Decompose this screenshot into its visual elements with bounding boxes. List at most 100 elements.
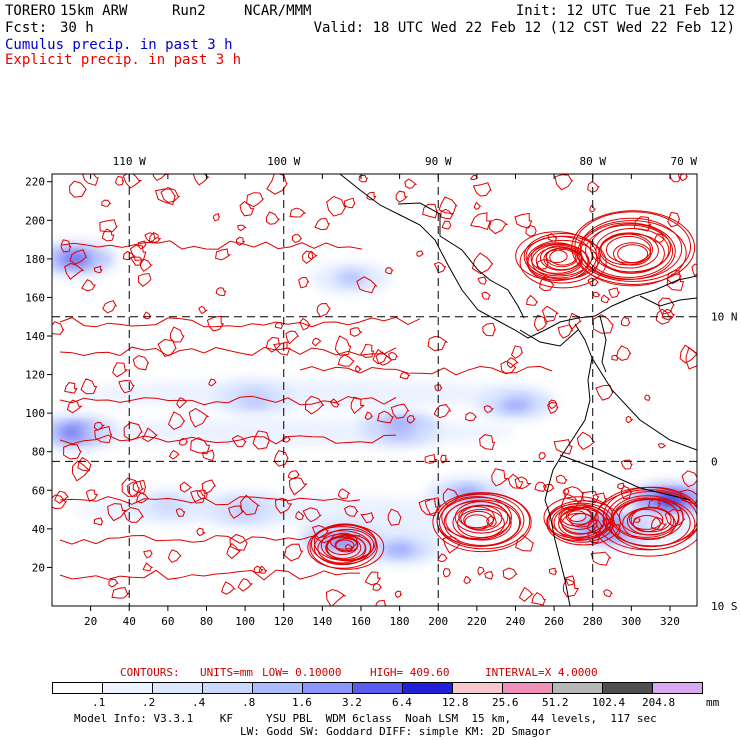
contour-ring <box>452 504 512 541</box>
precip-core <box>383 541 416 556</box>
contour-ring <box>458 505 495 529</box>
contour-cell <box>101 228 115 242</box>
colorbar-cell <box>352 682 403 694</box>
colorbar-cell <box>452 682 503 694</box>
contour-cell <box>464 411 478 422</box>
contour-cell <box>375 599 387 606</box>
contour-cell <box>93 265 103 274</box>
contour-ring <box>307 526 378 569</box>
x-tick-label: 320 <box>660 615 680 628</box>
contour-cell <box>311 337 323 347</box>
contour-ring <box>579 217 683 280</box>
colorbar-threshold: 1.6 <box>292 696 312 709</box>
contour-ring <box>317 533 367 564</box>
contour-cell <box>69 249 88 265</box>
axis-labels: 20 40 60 80 100 120 140 160 180 200 220 240 260 280 30… <box>25 155 737 628</box>
contour-cell <box>350 396 366 414</box>
contour-cell <box>196 527 206 536</box>
contour-ring <box>335 539 355 552</box>
x-tick-label: 200 <box>428 615 448 628</box>
contour-cell <box>603 589 614 598</box>
contour-ring <box>535 246 583 275</box>
contour-cell <box>326 195 347 217</box>
contour-cell <box>160 186 181 203</box>
contour-cell <box>377 410 394 424</box>
contour-cell <box>143 549 153 559</box>
border-line-2 <box>559 454 691 501</box>
colorbar-cell <box>602 682 653 694</box>
x-tick-label: 160 <box>351 615 371 628</box>
contour-ring <box>526 239 599 284</box>
contour-ring <box>590 223 672 273</box>
init-time: Init: 12 UTC Tue 21 Feb 12 <box>515 3 735 19</box>
colorbar-threshold: .2 <box>142 696 156 709</box>
contour-cell <box>273 341 291 356</box>
colorbar-cell <box>502 682 553 694</box>
precip-core <box>335 271 368 286</box>
explicit-legend: Explicit precip. in past 3 h <box>5 52 242 68</box>
contour-cell <box>554 174 574 191</box>
colorbar-threshold: 6.4 <box>392 696 412 709</box>
colorbar-cell <box>652 682 703 694</box>
longitude-label: 110 W <box>113 155 146 168</box>
contour-ring <box>605 235 652 264</box>
contour-ring <box>598 233 665 274</box>
contour-ring <box>313 523 376 561</box>
contour-cell <box>621 316 631 327</box>
contour-streak <box>59 316 421 328</box>
contour-ring <box>546 503 609 542</box>
contour-cell <box>111 587 130 599</box>
contour-cell <box>427 335 449 352</box>
contour-ring <box>443 499 521 546</box>
contour-cell <box>525 225 537 237</box>
contour-cell <box>590 551 612 566</box>
contour-ring <box>441 496 512 539</box>
contour-cell <box>112 362 129 378</box>
contour-cell <box>625 415 634 424</box>
contour-ring <box>548 502 615 543</box>
contour-cell <box>274 321 284 329</box>
contour-ring <box>515 231 598 281</box>
contour-cell <box>215 248 232 261</box>
contour-cell <box>190 489 206 504</box>
contour-cell <box>564 575 576 586</box>
contour-cell <box>388 351 399 361</box>
contour-cell <box>101 199 112 207</box>
latitude-label: 10 N <box>711 311 738 324</box>
contour-cell <box>536 259 549 270</box>
contour-cell <box>542 483 555 493</box>
contour-cell <box>611 354 619 361</box>
y-tick-label: 20 <box>32 561 45 574</box>
contour-streak <box>59 496 361 506</box>
south-america-coast <box>544 323 593 606</box>
contour-cell <box>54 490 69 504</box>
contour-cell <box>587 180 600 193</box>
contour-cell <box>143 311 152 320</box>
southern-coast <box>639 295 697 307</box>
contour-cell <box>235 236 246 246</box>
contour-cell <box>664 509 686 527</box>
plot-frame <box>51 173 698 607</box>
contour-cell <box>685 346 697 370</box>
contour-cell <box>285 330 300 345</box>
precip-band <box>71 379 535 408</box>
contour-cell <box>483 405 495 414</box>
contour-cell <box>518 586 535 602</box>
contour-cell <box>240 494 261 516</box>
contour-ring <box>523 233 601 280</box>
colorbar-cell <box>302 682 353 694</box>
contour-cell <box>302 250 316 265</box>
contour-cell <box>229 533 249 551</box>
contour-cell <box>325 588 347 606</box>
contour-cell <box>617 482 626 490</box>
contour-cell <box>541 305 560 323</box>
coastlines <box>339 174 697 606</box>
contour-cell <box>434 384 443 392</box>
contour-cell <box>440 454 448 464</box>
contour-streak <box>299 365 553 376</box>
contour-cell <box>406 414 416 424</box>
contour-cell <box>438 196 458 215</box>
contour-cell <box>356 276 378 294</box>
contour-cell <box>114 175 125 186</box>
x-tick-label: 120 <box>274 615 294 628</box>
